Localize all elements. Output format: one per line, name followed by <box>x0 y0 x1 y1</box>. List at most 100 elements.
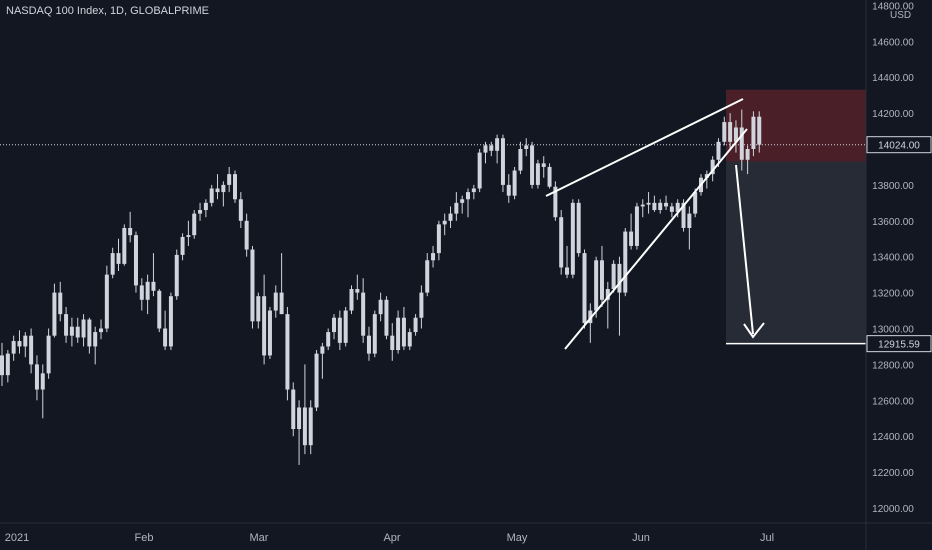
wedge-lower-trendline[interactable] <box>564 128 748 350</box>
candle <box>693 188 698 218</box>
candle <box>582 249 587 329</box>
candle <box>518 141 523 175</box>
svg-text:12915.59: 12915.59 <box>878 340 920 351</box>
candle <box>460 195 465 214</box>
candle <box>664 195 669 211</box>
candle <box>413 314 418 336</box>
price-tick-label: 13800.00 <box>872 181 914 192</box>
candle <box>5 350 10 383</box>
candle <box>728 113 733 149</box>
candle <box>524 138 529 157</box>
time-tick-label: 2021 <box>5 532 29 544</box>
candle <box>611 260 616 293</box>
candle <box>69 317 74 347</box>
candle <box>640 199 645 218</box>
candle <box>198 202 203 221</box>
candle <box>11 335 16 361</box>
candle <box>343 306 348 347</box>
candle <box>594 256 599 318</box>
candle <box>52 283 57 338</box>
candle <box>757 111 762 153</box>
candle <box>209 184 214 207</box>
time-tick-label: Feb <box>135 532 154 544</box>
candle <box>658 199 663 214</box>
candle <box>192 210 197 239</box>
price-tick-label: 13000.00 <box>872 325 914 336</box>
candle <box>291 382 296 437</box>
candle <box>337 310 342 351</box>
candle <box>553 181 558 221</box>
price-tick-label: 14600.00 <box>872 37 914 48</box>
candle <box>471 184 476 200</box>
currency-label: USD <box>890 10 912 21</box>
candle <box>145 274 150 315</box>
candle <box>629 213 634 250</box>
candle <box>733 120 738 153</box>
candle <box>116 238 121 272</box>
candle <box>710 156 715 182</box>
candle <box>302 364 307 455</box>
candle <box>378 292 383 322</box>
pattern-drawings <box>545 98 765 350</box>
candle <box>390 323 395 361</box>
candle <box>454 192 459 221</box>
candle <box>751 111 756 157</box>
candle <box>512 166 517 200</box>
arrow-down-icon[interactable] <box>735 164 765 339</box>
candle <box>477 149 482 193</box>
candle <box>151 253 156 297</box>
candle <box>262 274 267 365</box>
candle <box>81 314 86 347</box>
candle <box>23 332 28 358</box>
candle <box>285 306 290 401</box>
price-tick-label: 14800.00 <box>872 1 914 12</box>
candle <box>122 224 127 266</box>
price-tick-label: 12600.00 <box>872 396 914 407</box>
candle <box>547 163 552 189</box>
candle <box>221 181 226 207</box>
candle <box>605 281 610 329</box>
candle <box>495 134 500 164</box>
candle <box>267 306 272 360</box>
candle <box>64 306 69 343</box>
price-tick-label: 14200.00 <box>872 109 914 120</box>
candle <box>530 141 535 189</box>
candle <box>314 350 319 412</box>
price-tick-label: 12000.00 <box>872 504 914 515</box>
candle <box>180 233 185 261</box>
candle <box>355 274 360 300</box>
price-axis[interactable]: 12000.00 12200.00 12400.00 12600.00 12800.00… <box>872 1 914 515</box>
time-tick-label: Apr <box>383 532 400 544</box>
candle <box>297 400 302 465</box>
profit-target-zone[interactable] <box>726 161 866 344</box>
candle <box>401 306 406 351</box>
candle <box>17 330 22 354</box>
candle <box>425 253 430 297</box>
price-tick-label: 12800.00 <box>872 360 914 371</box>
candle <box>483 141 488 164</box>
candle <box>256 292 261 329</box>
target-price-label: 12915.59 <box>866 335 932 353</box>
candle <box>157 289 162 333</box>
candle <box>238 192 243 228</box>
wedge-upper-trendline[interactable] <box>545 98 744 197</box>
time-axis[interactable]: 2021 Feb Mar Apr May Jun Jul <box>5 532 774 544</box>
candle <box>669 202 674 218</box>
candle <box>570 199 575 279</box>
candle <box>110 247 115 279</box>
candle <box>652 195 657 212</box>
candle <box>442 213 447 236</box>
candle <box>244 213 249 257</box>
candle <box>139 278 144 311</box>
candle <box>565 245 570 279</box>
candle <box>623 227 628 297</box>
candle <box>87 317 92 354</box>
candle <box>128 211 133 243</box>
candle <box>99 319 104 340</box>
candle <box>704 170 709 189</box>
candle <box>407 328 412 351</box>
candle <box>93 326 98 365</box>
candle <box>0 342 4 386</box>
time-tick-label: Jun <box>632 532 650 544</box>
